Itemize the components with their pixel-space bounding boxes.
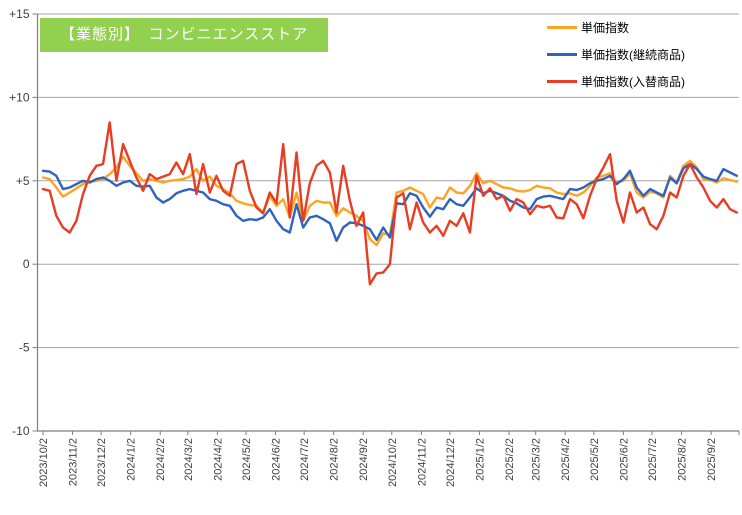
x-axis-label: 2023/12/2 xyxy=(96,438,108,487)
x-axis-label: 2025/1/2 xyxy=(474,438,486,481)
legend-item: 単価指数(継続商品) xyxy=(547,41,685,68)
x-axis-label: 2024/2/2 xyxy=(155,438,167,481)
x-axis-label: 2024/8/2 xyxy=(329,438,341,481)
x-axis-label: 2024/4/2 xyxy=(212,438,224,481)
legend-item: 単価指数(入替商品) xyxy=(547,68,685,95)
x-axis-label: 2025/5/2 xyxy=(589,438,601,481)
x-axis-label: 2024/6/2 xyxy=(271,438,283,481)
x-axis-label: 2025/7/2 xyxy=(647,438,659,481)
legend-line-swatch-blue xyxy=(547,53,577,56)
legend: 単価指数 単価指数(継続商品) 単価指数(入替商品) xyxy=(547,14,685,95)
x-axis-label: 2024/11/2 xyxy=(416,438,428,486)
x-axis-label: 2025/9/2 xyxy=(706,438,718,481)
x-axis-label: 2025/3/2 xyxy=(531,438,543,481)
y-axis-label: 0 xyxy=(23,257,30,271)
x-axis-label: 2024/12/2 xyxy=(445,438,457,487)
series-line-2 xyxy=(41,121,738,286)
legend-label: 単価指数(入替商品) xyxy=(581,75,685,89)
x-axis-label: 2023/10/2 xyxy=(38,438,50,487)
y-axis-label: +5 xyxy=(16,174,30,188)
x-axis-label: 2023/11/2 xyxy=(68,438,80,486)
chart-title: 【業態別】 コンビニエンスストア xyxy=(40,18,329,52)
x-axis-label: 2025/8/2 xyxy=(677,438,689,481)
x-axis-label: 2025/2/2 xyxy=(504,438,516,481)
y-axis-label: -10 xyxy=(12,424,30,438)
x-axis-label: 2024/7/2 xyxy=(299,438,311,481)
series-line-1 xyxy=(41,162,738,243)
y-axis-label: -5 xyxy=(19,341,30,355)
legend-label: 単価指数(継続商品) xyxy=(581,48,685,62)
y-axis-label: +15 xyxy=(9,7,30,21)
x-axis-label: 2024/9/2 xyxy=(358,438,370,481)
legend-item: 単価指数 xyxy=(547,14,685,41)
x-axis-label: 2024/1/2 xyxy=(126,438,138,481)
x-axis-label: 2025/4/2 xyxy=(560,438,572,481)
legend-line-swatch-red xyxy=(547,80,577,83)
legend-label: 単価指数 xyxy=(581,21,630,35)
x-axis-label: 2025/6/2 xyxy=(618,438,630,481)
x-axis-label: 2024/5/2 xyxy=(241,438,253,481)
y-axis-label: +10 xyxy=(9,90,30,104)
legend-line-swatch-orange xyxy=(547,26,577,29)
x-axis-label: 2024/10/2 xyxy=(387,438,399,487)
x-axis-label: 2024/3/2 xyxy=(183,438,195,481)
